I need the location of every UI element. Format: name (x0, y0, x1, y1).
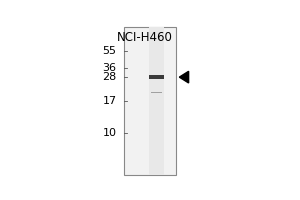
Bar (124, 27, 176, 175)
Text: 55: 55 (103, 46, 116, 56)
Text: 28: 28 (102, 72, 116, 82)
Text: 17: 17 (102, 96, 116, 106)
Bar (149, 27, 164, 175)
Bar (152, 92, 162, 93)
Text: 36: 36 (103, 63, 116, 73)
Bar (149, 75, 164, 79)
Text: 10: 10 (103, 128, 116, 138)
Text: NCI-H460: NCI-H460 (117, 31, 173, 44)
Polygon shape (179, 71, 189, 83)
